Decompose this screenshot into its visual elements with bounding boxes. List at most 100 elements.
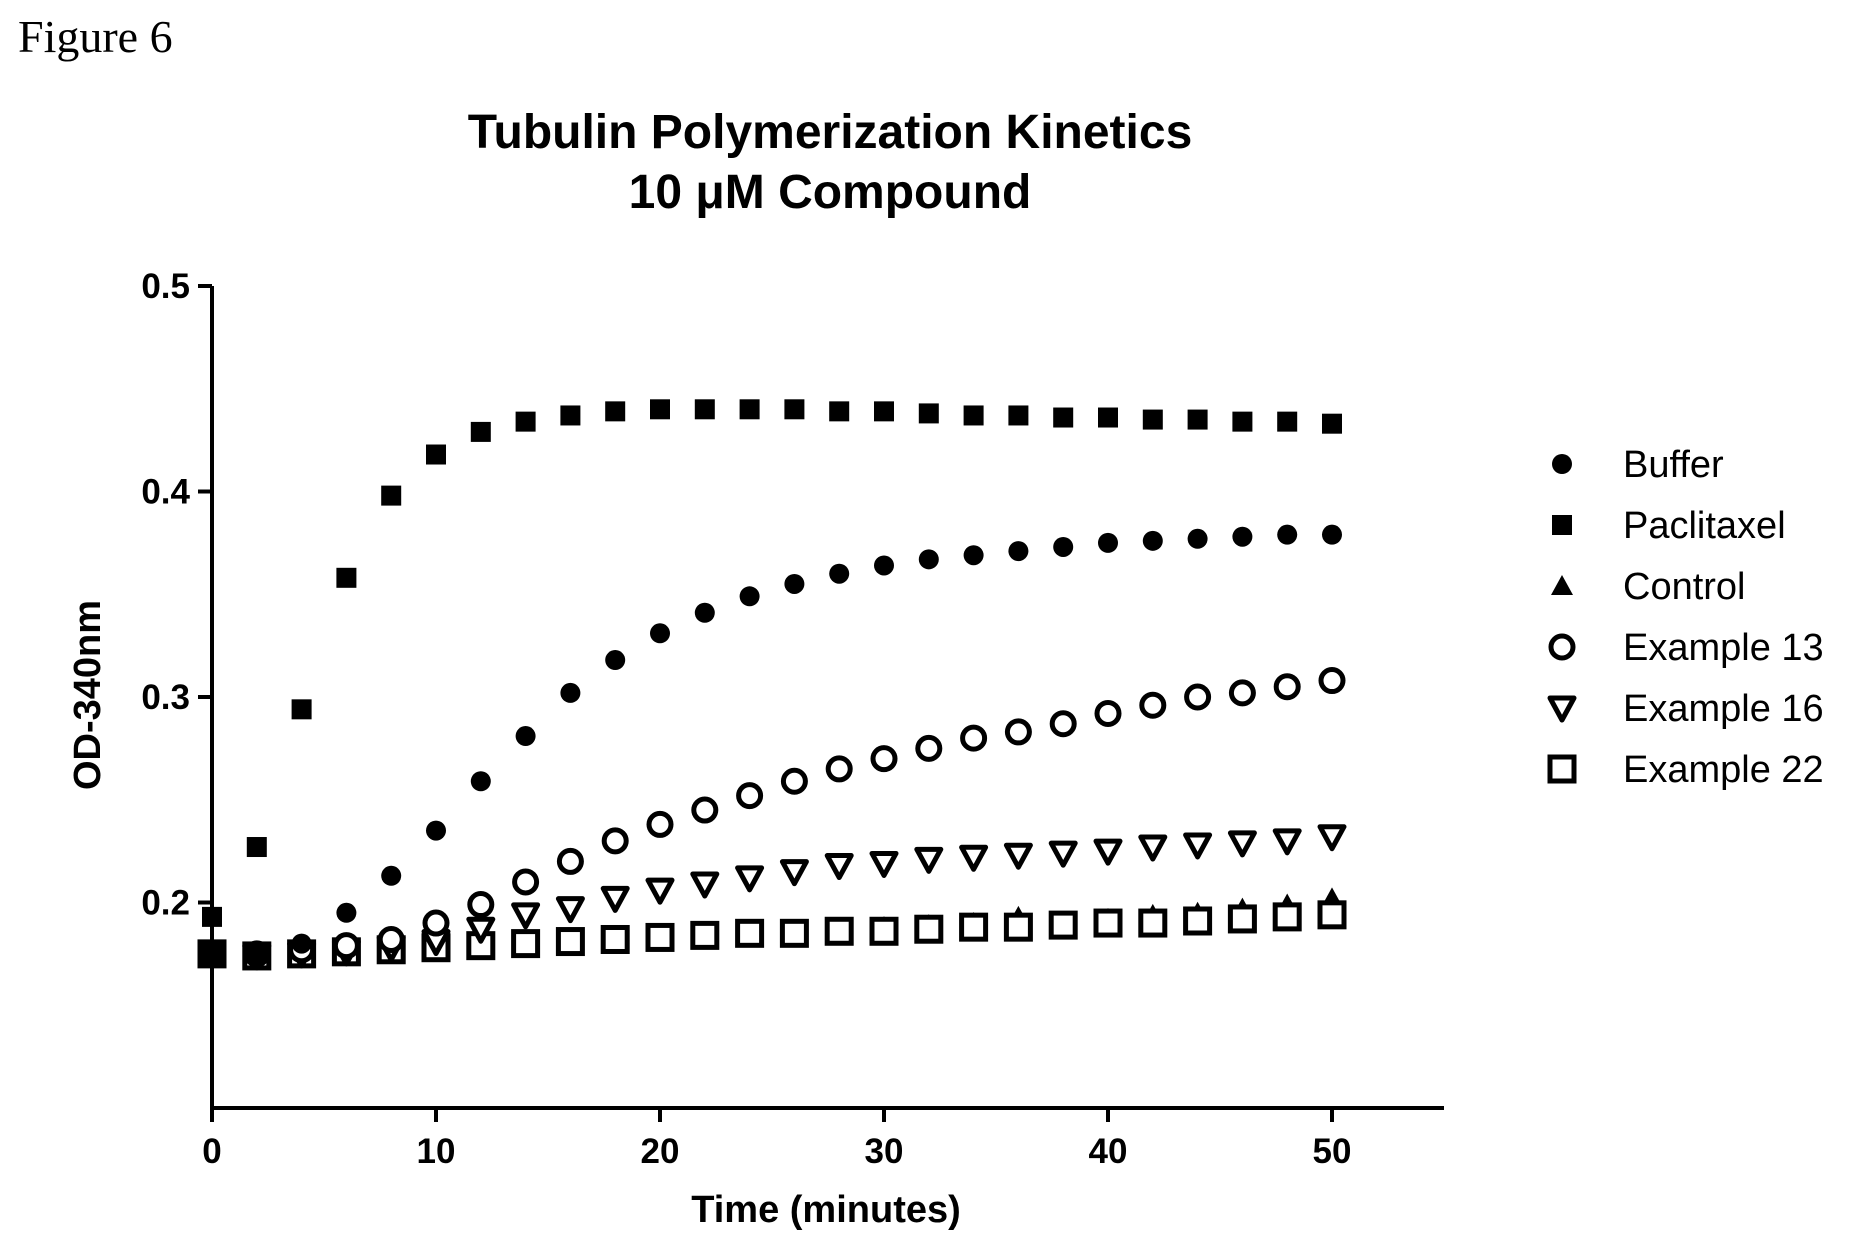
data-point — [511, 929, 541, 959]
data-point — [332, 932, 360, 960]
series-example-22 — [197, 900, 1347, 971]
series-example-16 — [197, 824, 1347, 971]
data-point — [246, 943, 267, 964]
data-point — [1003, 912, 1033, 942]
data-point — [914, 846, 944, 874]
plot-area: 0 10 20 30 40 50 0.2 0.3 0.4 0.5 — [141, 267, 1444, 1171]
data-point — [1317, 824, 1347, 852]
data-point — [874, 401, 894, 422]
data-point — [784, 573, 805, 594]
data-point — [779, 918, 809, 948]
data-point — [556, 847, 584, 875]
legend-item: Control — [1551, 566, 1746, 608]
data-point — [784, 399, 805, 420]
data-point — [963, 545, 984, 566]
data-point — [336, 567, 357, 588]
x-tick-label: 30 — [865, 1132, 904, 1171]
data-point — [1142, 530, 1163, 551]
data-point — [470, 421, 491, 442]
data-point — [291, 933, 312, 954]
data-point — [690, 871, 720, 899]
data-point — [736, 782, 764, 810]
data-point — [1008, 541, 1029, 562]
data-point — [735, 918, 765, 948]
data-point — [918, 403, 939, 424]
data-point — [1232, 411, 1253, 432]
data-point — [605, 650, 626, 671]
data-point — [1184, 683, 1212, 711]
x-tick-label: 20 — [641, 1132, 680, 1171]
legend-label: Control — [1623, 566, 1746, 608]
data-point — [1272, 828, 1302, 856]
data-point — [1138, 908, 1168, 938]
figure-label: Figure 6 — [18, 11, 173, 62]
data-point — [825, 755, 853, 783]
data-point — [963, 405, 984, 426]
x-tick-label: 10 — [417, 1132, 456, 1171]
legend-marker — [1552, 515, 1572, 535]
data-point — [1048, 840, 1078, 868]
series-buffer — [202, 524, 1342, 964]
legend-marker — [1551, 575, 1573, 595]
data-point — [914, 914, 944, 944]
data-point — [467, 891, 495, 919]
data-point — [915, 734, 943, 762]
data-point — [466, 916, 496, 944]
y-tick-label: 0.3 — [141, 678, 190, 717]
data-point — [918, 549, 939, 570]
data-point — [829, 401, 850, 422]
data-point — [555, 896, 585, 924]
data-point — [381, 485, 402, 506]
data-point — [1049, 710, 1077, 738]
data-point — [739, 586, 760, 607]
legend-item: Buffer — [1552, 444, 1724, 486]
legend-item: Example 16 — [1547, 688, 1824, 730]
y-tick-label: 0.4 — [141, 473, 190, 512]
series-paclitaxel — [202, 399, 1342, 927]
data-markers — [197, 399, 1347, 971]
x-tick-label: 50 — [1313, 1132, 1352, 1171]
data-point — [869, 850, 899, 878]
data-point — [650, 399, 670, 420]
series-example-13 — [198, 667, 1346, 968]
legend-marker — [1547, 695, 1577, 723]
data-point — [691, 796, 719, 824]
data-point — [1093, 838, 1123, 866]
data-point — [1187, 528, 1208, 549]
data-point — [780, 767, 808, 795]
series-control — [201, 887, 1343, 965]
data-point — [1093, 908, 1123, 938]
legend-label: Example 13 — [1623, 627, 1824, 669]
data-point — [1053, 407, 1074, 428]
data-point — [650, 623, 670, 644]
data-point — [336, 902, 357, 923]
data-point — [515, 726, 536, 747]
data-point — [1322, 524, 1342, 545]
y-ticks: 0.2 0.3 0.4 0.5 — [141, 267, 212, 923]
legend-label: Example 22 — [1623, 749, 1824, 791]
data-point — [1227, 904, 1257, 934]
data-point — [959, 844, 989, 872]
data-point — [515, 411, 536, 432]
data-point — [1183, 832, 1213, 860]
data-point — [869, 916, 899, 946]
legend-label: Example 16 — [1623, 688, 1824, 730]
data-point — [426, 820, 446, 841]
data-point — [960, 724, 988, 752]
legend-item: Paclitaxel — [1552, 505, 1786, 547]
data-point — [1003, 842, 1033, 870]
legend-marker — [1547, 754, 1577, 784]
data-point — [824, 916, 854, 946]
data-point — [1138, 834, 1168, 862]
data-point — [202, 943, 222, 964]
y-tick-label: 0.2 — [141, 884, 190, 923]
data-point — [600, 924, 630, 954]
data-point — [512, 868, 540, 896]
data-point — [824, 853, 854, 881]
data-point — [1228, 679, 1256, 707]
data-point — [470, 771, 491, 792]
data-point — [739, 399, 760, 420]
chart-title: Tubulin Polymerization Kinetics — [468, 106, 1193, 159]
data-point — [735, 865, 765, 893]
y-tick-label: 0.5 — [141, 267, 190, 306]
